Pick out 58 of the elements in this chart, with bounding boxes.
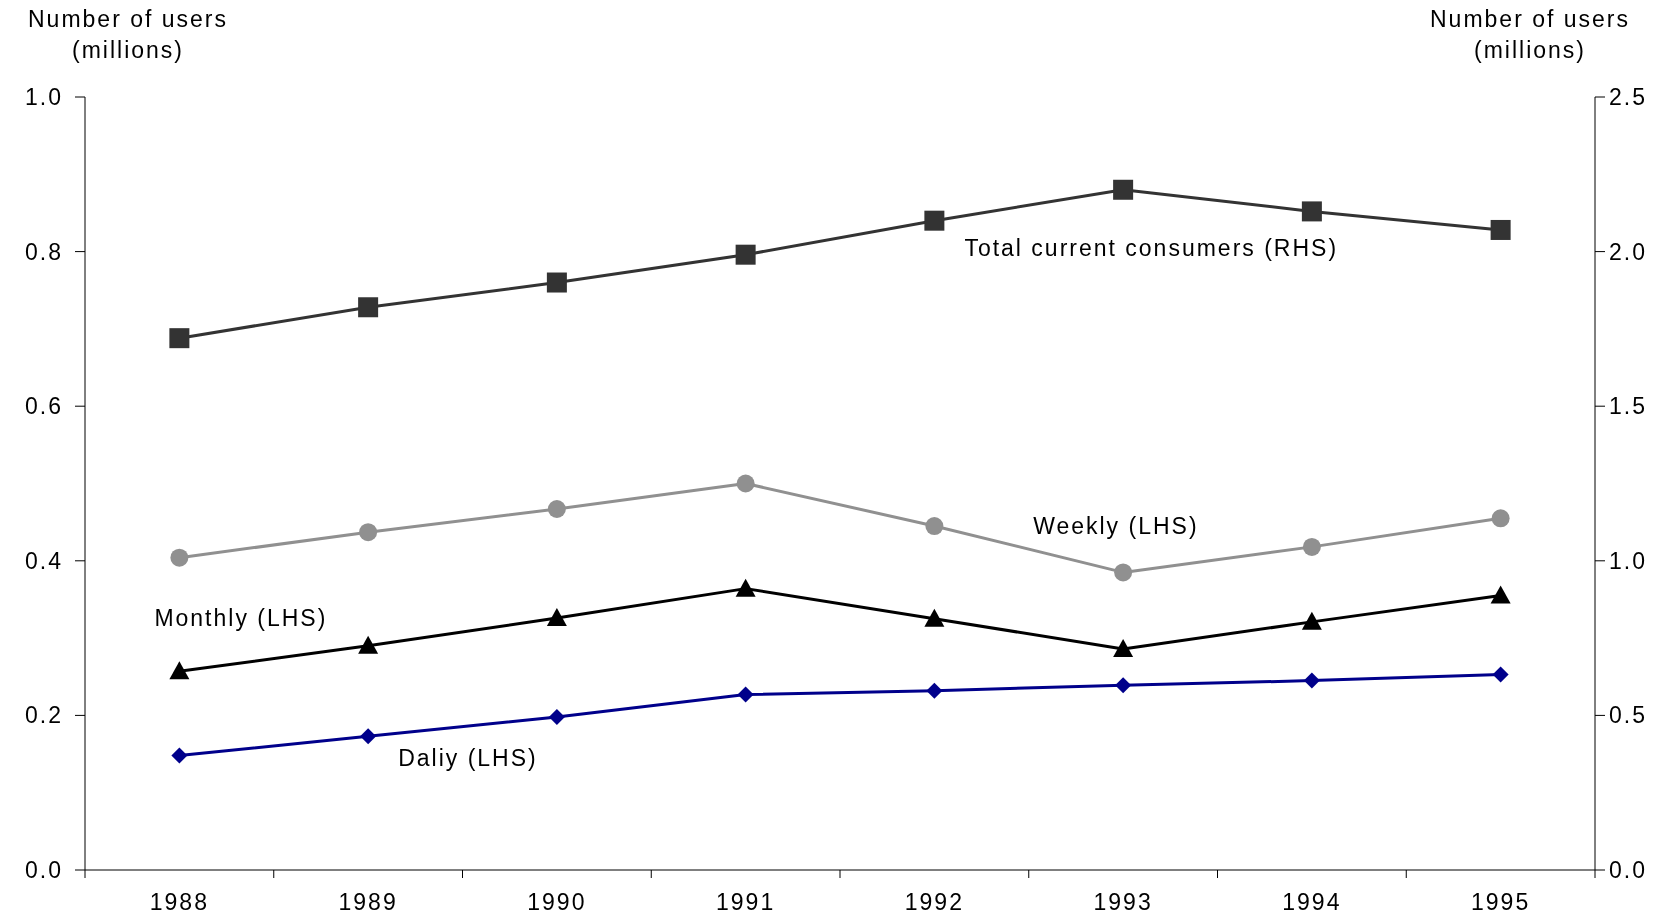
point	[1302, 537, 1321, 556]
y-axis-title: Number of users (millions)	[27, 6, 229, 63]
point	[926, 682, 943, 699]
y-tick-label: 0.4	[25, 547, 63, 574]
x-tick-label: 1992	[904, 889, 964, 915]
x-tick-label: 1991	[716, 889, 776, 915]
series-label: Daliy (LHS)	[398, 745, 538, 772]
point	[925, 517, 944, 536]
point	[546, 272, 567, 293]
point	[169, 328, 190, 349]
x-tick-label: 1988	[149, 889, 209, 915]
x-tick-label: 1990	[527, 889, 587, 915]
point	[546, 608, 567, 626]
point	[171, 747, 188, 764]
point	[359, 523, 378, 542]
point	[735, 578, 756, 597]
y2-tick-label: 0.5	[1609, 702, 1647, 729]
point	[1113, 179, 1134, 200]
y2-tick-label: 0.0	[1609, 857, 1647, 884]
x-tick-label: 1989	[338, 889, 398, 915]
x-tick-label: 1995	[1471, 889, 1531, 915]
y2-axis-title: Number of users (millions)	[1429, 6, 1631, 63]
series-label: Total current consumers (RHS)	[964, 234, 1339, 261]
point	[1492, 666, 1509, 683]
point	[548, 708, 565, 725]
y-tick-label: 0.6	[25, 393, 63, 420]
y2-tick-label: 2.5	[1609, 84, 1647, 111]
y-tick-label: 0.2	[25, 702, 63, 729]
point	[1303, 672, 1320, 689]
point	[1113, 638, 1134, 657]
point	[170, 548, 189, 567]
x-tick-label: 1994	[1282, 889, 1342, 915]
point	[358, 297, 379, 318]
y-tick-label: 0.8	[25, 238, 63, 265]
point	[547, 500, 566, 519]
y2-tick-label: 2.0	[1609, 238, 1647, 265]
y2-tick-label: 1.5	[1609, 393, 1647, 420]
point	[1114, 563, 1133, 582]
point	[360, 728, 377, 745]
point	[1301, 201, 1322, 222]
point	[736, 474, 755, 493]
x-tick-label: 1993	[1093, 889, 1153, 915]
series-label: Weekly (LHS)	[1033, 513, 1199, 540]
point	[1490, 585, 1511, 604]
point	[1115, 677, 1132, 694]
point	[737, 686, 754, 703]
point	[169, 661, 190, 680]
point	[1301, 611, 1322, 630]
y2-tick-label: 1.0	[1609, 547, 1647, 574]
point	[1491, 509, 1510, 528]
y-tick-label: 1.0	[25, 84, 63, 111]
y-tick-label: 0.0	[25, 857, 63, 884]
point	[924, 608, 945, 627]
point	[924, 210, 945, 231]
point	[735, 244, 756, 265]
point	[1490, 219, 1511, 240]
point	[358, 635, 379, 654]
series-label: Monthly (LHS)	[154, 605, 328, 632]
